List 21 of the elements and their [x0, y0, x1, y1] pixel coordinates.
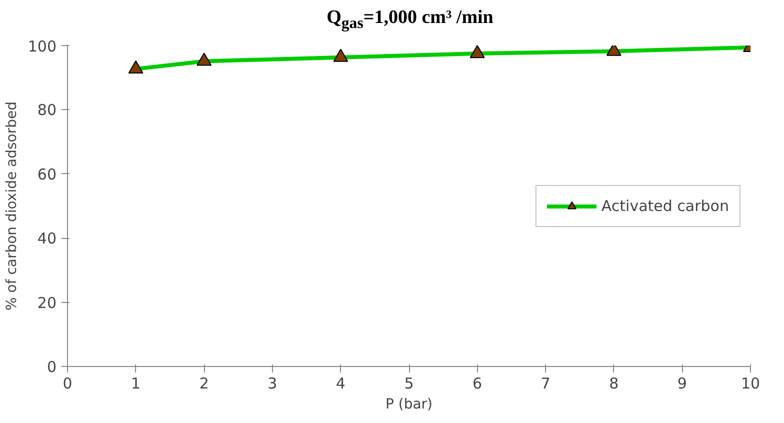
x-tick-label: 8 — [609, 374, 619, 392]
x-tick-label: 6 — [472, 374, 482, 392]
y-tick-label: 0 — [46, 358, 57, 376]
chart-title: Q$_{gas}$=1,000 cm³ /min — [326, 6, 494, 34]
x-axis-title: P (bar) — [385, 396, 433, 412]
x-tick-label: 2 — [199, 374, 209, 392]
x-tick-label: 9 — [677, 374, 687, 392]
x-tick-label: 0 — [62, 374, 72, 392]
y-tick-label: 40 — [37, 230, 57, 248]
y-axis-title: % of carbon dioxide adsorbed — [4, 101, 20, 311]
y-tick-label: 100 — [28, 38, 57, 56]
x-tick-label: 3 — [268, 374, 278, 392]
x-tick-label: 10 — [740, 374, 760, 392]
legend-label: Activated carbon — [601, 196, 729, 214]
y-tick-label: 20 — [37, 294, 57, 312]
y-tick-label: 60 — [37, 165, 57, 184]
x-tick-label: 1 — [131, 374, 141, 392]
x-tick-label: 7 — [540, 374, 550, 392]
y-tick-label: 80 — [37, 101, 57, 120]
x-tick-label: 4 — [336, 374, 346, 392]
x-tick-label: 5 — [404, 374, 414, 392]
